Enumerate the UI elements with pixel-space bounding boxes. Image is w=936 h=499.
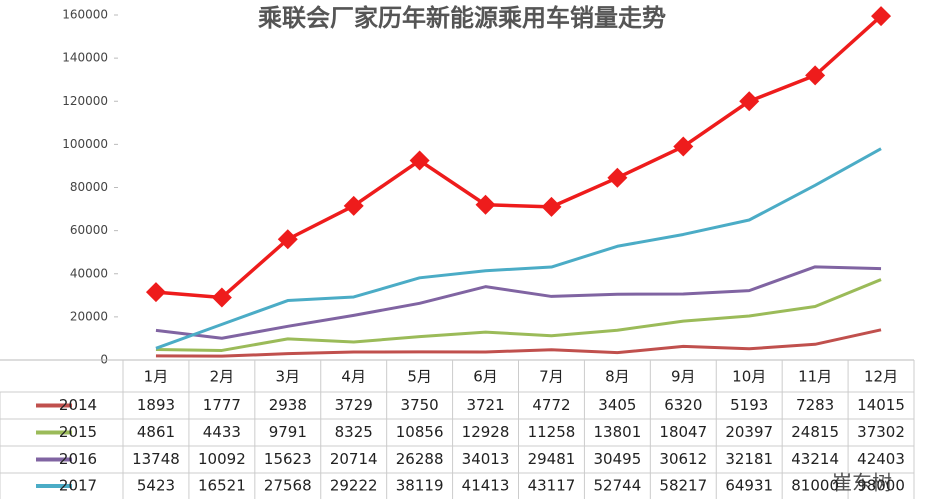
table-value: 15623 [264,450,312,468]
table-value: 5193 [730,396,768,414]
point-marker [211,287,232,308]
x-tick-label: 7月 [539,368,564,386]
point-marker [145,282,166,303]
y-tick-label: 140000 [62,51,108,65]
point-marker [409,150,430,171]
table-value: 4772 [532,396,570,414]
series-line [155,147,882,350]
point-marker [475,194,496,215]
series-line [155,14,883,300]
table-value: 34013 [462,450,510,468]
y-tick-label: 20000 [70,309,108,323]
chart-title: 乘联会厂家历年新能源乘用车销量走势 [257,4,666,32]
series-line [155,328,882,358]
table-value: 43214 [791,450,839,468]
table-value: 98000 [857,477,905,495]
table-value: 11258 [528,423,576,441]
point-marker [739,91,760,112]
legend-label: 2014 [59,396,97,414]
table-value: 8325 [335,423,373,441]
point-marker [343,195,364,216]
table-value: 13801 [594,423,642,441]
table-value: 3405 [598,396,636,414]
legend-label: 2015 [59,423,97,441]
table-value: 30612 [659,450,707,468]
x-tick-label: 4月 [341,368,366,386]
series-line [155,278,882,352]
table-value: 13748 [132,450,180,468]
table-value: 32181 [725,450,773,468]
table-value: 3729 [335,396,373,414]
table-value: 10092 [198,450,246,468]
table-value: 24815 [791,423,839,441]
x-tick-label: 2月 [210,368,235,386]
table-value: 30495 [594,450,642,468]
table-value: 1893 [137,396,175,414]
table-value: 43117 [528,477,576,495]
table-value: 3750 [401,396,439,414]
x-tick-label: 5月 [407,368,432,386]
table-value: 10856 [396,423,444,441]
table-value: 41413 [462,477,510,495]
x-tick-label: 10月 [732,368,766,386]
table-value: 5423 [137,477,175,495]
table-value: 9791 [269,423,307,441]
table-value: 4433 [203,423,241,441]
x-tick-label: 11月 [798,368,832,386]
y-tick-label: 160000 [62,8,108,22]
series-line [155,265,882,340]
table-value: 3721 [466,396,504,414]
y-tick-label: 100000 [62,137,108,151]
legend-label: 2016 [59,450,97,468]
table-value: 1777 [203,396,241,414]
table-value: 12928 [462,423,510,441]
x-tick-label: 1月 [144,368,169,386]
table-value: 26288 [396,450,444,468]
table-value: 29481 [528,450,576,468]
x-tick-label: 3月 [276,368,301,386]
table-value: 81000 [791,477,839,495]
x-tick-label: 12月 [864,368,898,386]
x-tick-label: 9月 [671,368,696,386]
point-marker [277,229,298,250]
x-tick-label: 8月 [605,368,630,386]
watermark: 崔东树 [832,471,892,495]
point-marker [673,136,694,157]
y-tick-label: 120000 [62,94,108,108]
point-marker [871,6,892,27]
table-value: 7283 [796,396,834,414]
table-value: 64931 [725,477,773,495]
table-value: 27568 [264,477,312,495]
table-value: 14015 [857,396,905,414]
y-tick-label: 60000 [70,223,108,237]
table-value: 20397 [725,423,773,441]
table-value: 29222 [330,477,378,495]
table-value: 6320 [664,396,702,414]
table-value: 42403 [857,450,905,468]
table-value: 18047 [659,423,707,441]
table-value: 20714 [330,450,378,468]
legend-label: 2017 [59,477,97,495]
point-marker [805,65,826,86]
point-marker [541,196,562,217]
y-tick-label: 80000 [70,180,108,194]
x-tick-label: 6月 [473,368,498,386]
table-value: 37302 [857,423,905,441]
y-tick-label: 40000 [70,266,108,280]
point-marker [607,167,628,188]
table-value: 16521 [198,477,246,495]
table-value: 2938 [269,396,307,414]
table-value: 58217 [659,477,707,495]
table-value: 38119 [396,477,444,495]
table-value: 52744 [594,477,642,495]
table-value: 4861 [137,423,175,441]
